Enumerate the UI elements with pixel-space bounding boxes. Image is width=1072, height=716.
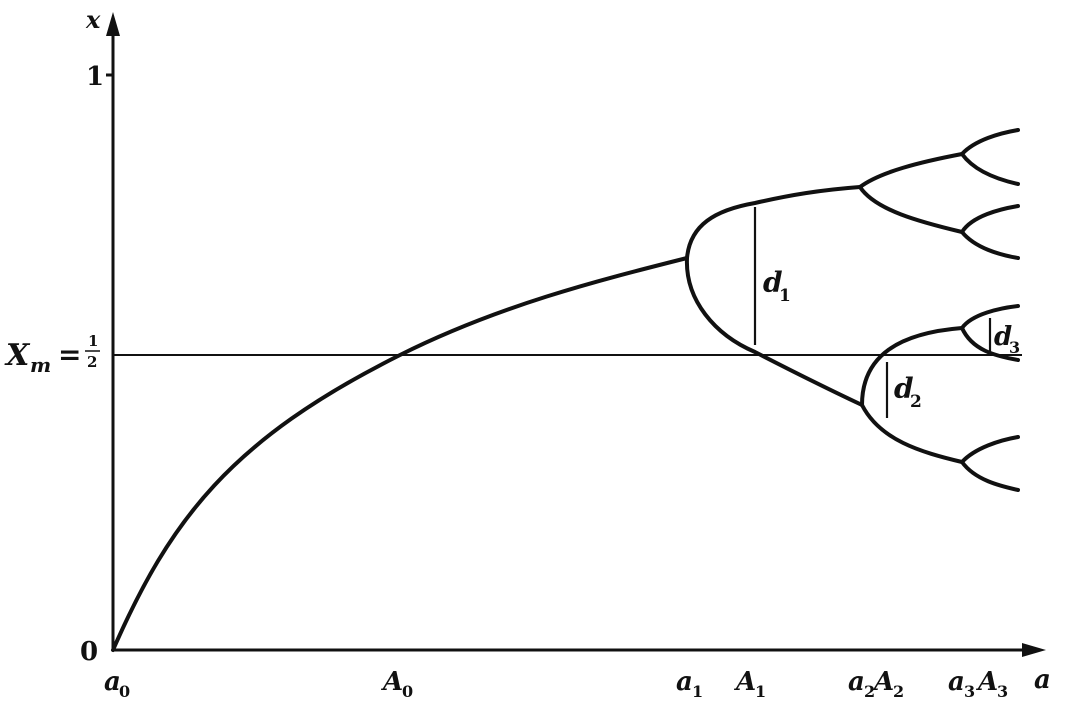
- x-tick-a0: a 0: [104, 667, 130, 701]
- x-tick-a2-base: a: [848, 667, 865, 697]
- xm-label-group: X m = 1 2: [4, 332, 100, 377]
- x-tick-a0-sub: 0: [119, 682, 130, 701]
- d1-label: d 1: [763, 266, 791, 306]
- d3-sub: 3: [1009, 338, 1020, 357]
- period-2-lower: [684, 256, 864, 407]
- y-axis-label: x: [85, 5, 101, 34]
- period-4-lower-b: [860, 403, 964, 464]
- d2-sub: 2: [910, 392, 922, 412]
- d2-base: d: [894, 372, 914, 405]
- x-tick-a1-sub: 1: [692, 682, 703, 701]
- x-tick-A0-base: A: [380, 667, 403, 697]
- period-8-branch-4b: [960, 460, 1020, 492]
- x-tick-a0-base: a: [104, 667, 121, 697]
- x-tick-a3-base: a: [948, 667, 965, 697]
- x-tick-A1-sub: 1: [755, 682, 766, 701]
- d3-base: d: [994, 322, 1012, 352]
- period-4-upper-b: [858, 185, 964, 234]
- y-tick-one: 1: [86, 62, 104, 92]
- period-8-branch-3a: [960, 304, 1020, 330]
- x-tick-A1-base: A: [733, 667, 756, 697]
- x-tick-A2: A 2: [871, 667, 904, 701]
- xm-fraction-den: 2: [87, 353, 97, 371]
- d1-sub: 1: [779, 286, 791, 306]
- x-tick-a1: a 1: [676, 667, 703, 701]
- d2-label: d 2: [894, 372, 922, 412]
- xm-fraction-num: 1: [88, 332, 98, 350]
- x-tick-A0: A 0: [380, 667, 413, 701]
- x-tick-A3-sub: 3: [997, 682, 1008, 701]
- y-tick-zero: 0: [80, 637, 98, 667]
- period-8-branch-4a: [960, 435, 1020, 464]
- x-axis-arrow: [1022, 643, 1046, 657]
- x-tick-a1-base: a: [676, 667, 693, 697]
- xm-subscript: m: [30, 353, 51, 377]
- d1-base: d: [763, 266, 783, 299]
- x-tick-A1: A 1: [733, 667, 766, 701]
- x-tick-a2: a 2: [848, 667, 875, 701]
- y-axis-arrow: [106, 12, 120, 36]
- d3-label: d 3: [994, 322, 1020, 357]
- period-8-branch-1b: [960, 152, 1020, 186]
- x-tick-A3: A 3: [975, 667, 1008, 701]
- x-tick-A0-sub: 0: [402, 682, 413, 701]
- x-axis-label: a: [1034, 665, 1051, 695]
- x-tick-a3: a 3: [948, 667, 975, 701]
- period-2-upper: [685, 185, 862, 260]
- period-4-upper-a: [858, 152, 964, 189]
- period-1-branch: [111, 256, 689, 652]
- x-tick-a2-sub: 2: [864, 682, 875, 701]
- xm-label: X: [4, 338, 31, 373]
- period-8-branch-2a: [960, 204, 1020, 234]
- period-8-branch-1a: [960, 128, 1020, 156]
- period-8-branch-2b: [960, 230, 1020, 260]
- x-tick-A2-base: A: [871, 667, 894, 697]
- xm-equals: =: [58, 338, 81, 371]
- x-tick-A2-sub: 2: [893, 682, 904, 701]
- period-8-branch-3b: [960, 326, 1020, 362]
- x-tick-A3-base: A: [975, 667, 998, 697]
- period-4-lower-a: [860, 326, 964, 407]
- x-tick-a3-sub: 3: [964, 682, 975, 701]
